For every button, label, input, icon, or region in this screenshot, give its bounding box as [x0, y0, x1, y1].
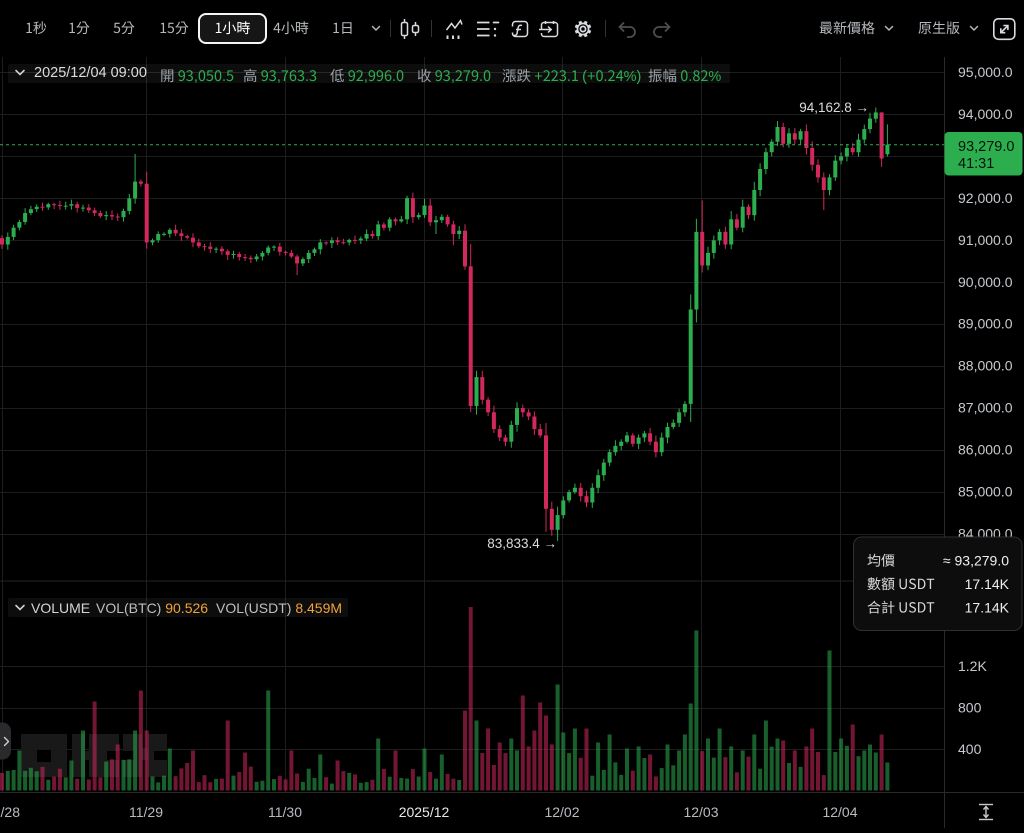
svg-text:41:31: 41:31 [958, 156, 994, 172]
svg-text:均價: 均價 [867, 551, 895, 571]
svg-text:83,833.4 →: 83,833.4 → [487, 536, 557, 551]
svg-text:12/02: 12/02 [544, 804, 579, 820]
svg-text:17.14K: 17.14K [965, 576, 1010, 592]
svg-text:95,000.0: 95,000.0 [958, 64, 1013, 80]
svg-text:94,162.8 →: 94,162.8 → [799, 100, 869, 115]
svg-text:數額 USDT: 數額 USDT [867, 574, 935, 594]
svg-text:2025/12: 2025/12 [399, 804, 450, 820]
svg-text:88,000.0: 88,000.0 [958, 358, 1013, 374]
svg-text:89,000.0: 89,000.0 [958, 316, 1013, 332]
svg-text:12/03: 12/03 [683, 804, 718, 820]
svg-text:90,000.0: 90,000.0 [958, 274, 1013, 290]
svg-text:≈ 93,279.0: ≈ 93,279.0 [943, 553, 1009, 569]
svg-text:92,000.0: 92,000.0 [958, 190, 1013, 206]
svg-text:12/04: 12/04 [822, 804, 857, 820]
svg-text:1.2K: 1.2K [958, 658, 987, 674]
svg-text:93,279.0: 93,279.0 [958, 139, 1014, 155]
svg-text:86,000.0: 86,000.0 [958, 442, 1013, 458]
svg-text:合計 USDT: 合計 USDT [867, 598, 935, 618]
svg-text:94,000.0: 94,000.0 [958, 106, 1013, 122]
svg-text:91,000.0: 91,000.0 [958, 232, 1013, 248]
svg-text:87,000.0: 87,000.0 [958, 400, 1013, 416]
svg-text:17.14K: 17.14K [965, 600, 1010, 616]
svg-text:11/30: 11/30 [268, 804, 302, 820]
svg-text:11/29: 11/29 [129, 804, 163, 820]
svg-text:11/28: 11/28 [0, 804, 20, 820]
svg-text:400: 400 [958, 741, 982, 757]
svg-text:800: 800 [958, 699, 982, 715]
svg-text:85,000.0: 85,000.0 [958, 484, 1013, 500]
